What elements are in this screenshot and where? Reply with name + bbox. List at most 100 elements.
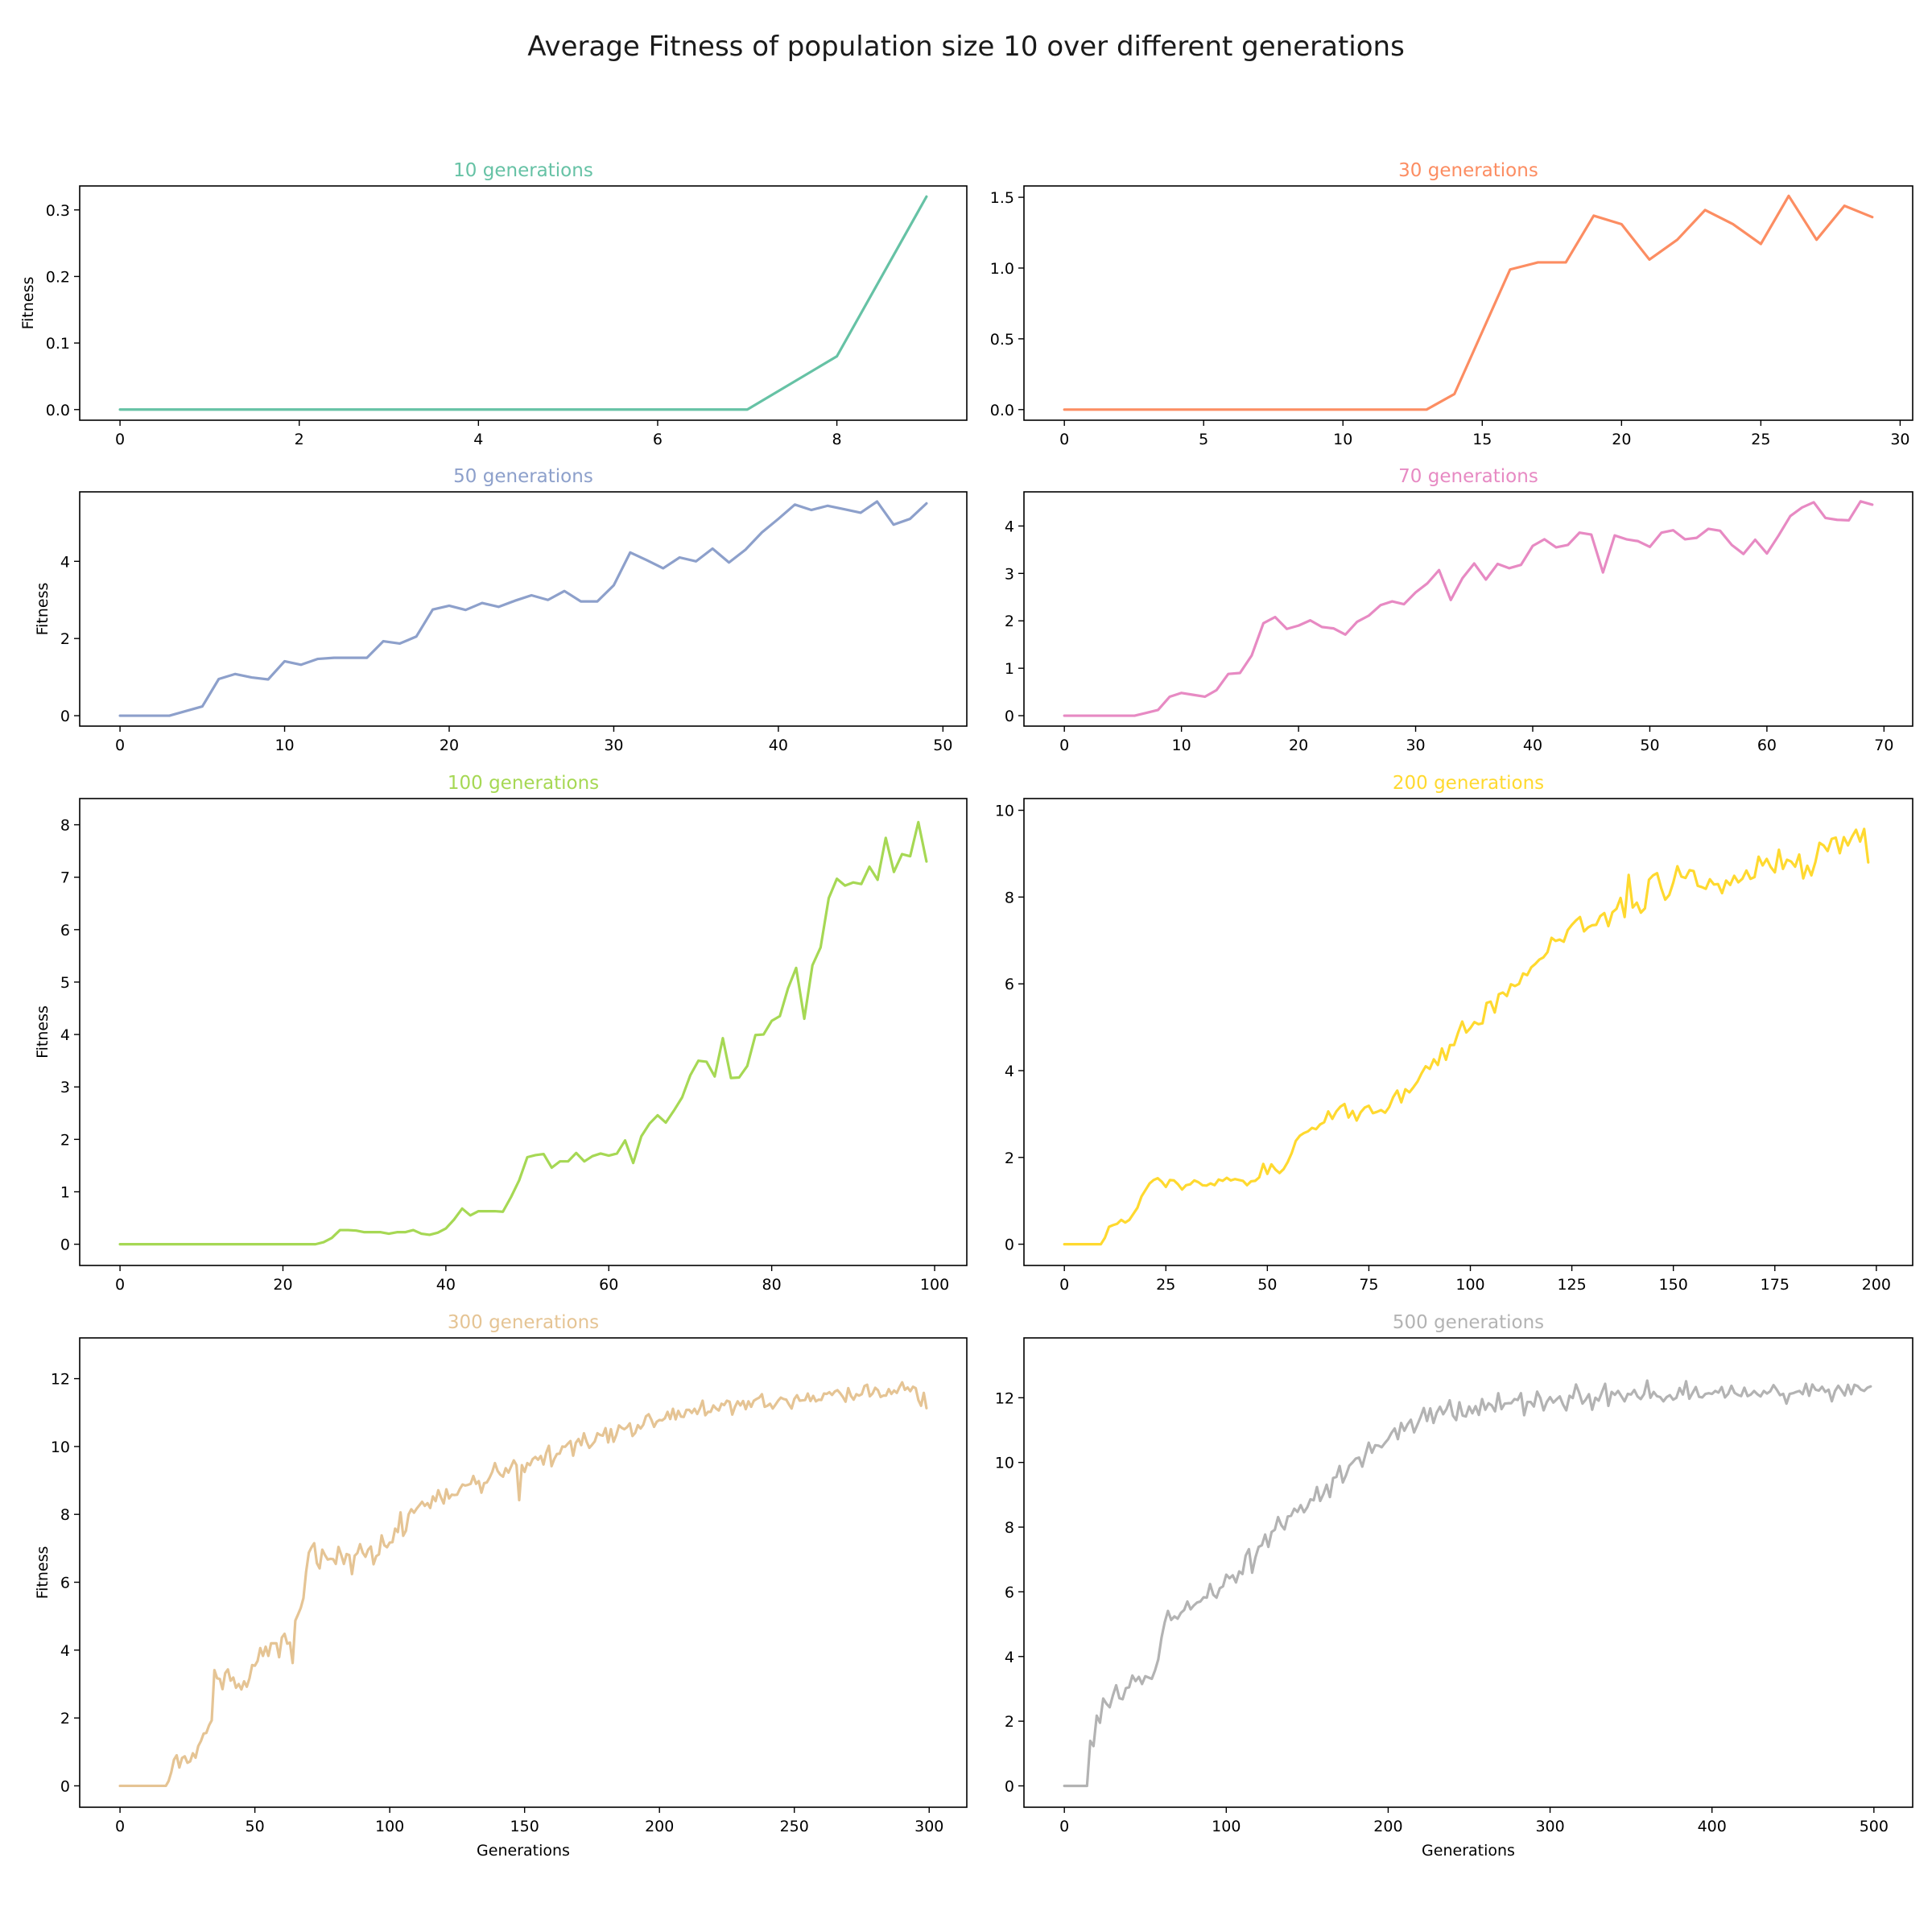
x-tick-label: 20 <box>1612 431 1631 448</box>
subplot-title: 30 generations <box>1398 160 1538 181</box>
y-tick-label: 0 <box>1005 708 1014 725</box>
x-tick-label: 2 <box>295 431 304 448</box>
y-axis-label: Fitness <box>19 277 37 330</box>
y-tick-label: 4 <box>1005 518 1014 535</box>
axes-frame <box>1023 185 1913 421</box>
x-tick-label: 40 <box>769 737 788 754</box>
x-tick-label: 80 <box>762 1276 782 1294</box>
y-tick-label: 10 <box>995 1455 1014 1472</box>
y-tick-label: 1.5 <box>990 189 1014 207</box>
subplot-6: 0 25 50 75 100 125 150 175 200 0 2 4 6 8 10 200 generat… <box>995 773 1913 1294</box>
y-tick-label: 12 <box>995 1389 1014 1407</box>
series-line <box>1063 500 1874 717</box>
y-tick-label: 1 <box>1005 660 1014 678</box>
y-axis-label: Fitness <box>34 1005 52 1059</box>
x-tick-label: 300 <box>1535 1818 1564 1835</box>
subplot-title: 500 generations <box>1393 1312 1544 1333</box>
y-tick-label: 8 <box>60 1506 70 1524</box>
axes-frame <box>1023 491 1913 727</box>
x-tick-label: 50 <box>1640 737 1659 754</box>
y-tick-label: 0.1 <box>46 335 70 353</box>
y-tick-label: 6 <box>60 922 70 939</box>
x-tick-label: 0 <box>115 431 125 448</box>
x-tick-label: 30 <box>604 737 623 754</box>
x-axis-label: Generations <box>477 1842 570 1860</box>
y-tick-label: 1 <box>60 1183 70 1201</box>
y-tick-label: 8 <box>1005 889 1014 906</box>
x-tick-label: 60 <box>1757 737 1777 754</box>
x-tick-label: 6 <box>653 431 663 448</box>
subplot-8: 0 100 200 300 400 500 0 2 4 6 8 10 12 500 generations… <box>995 1312 1913 1860</box>
x-tick-label: 400 <box>1698 1818 1727 1835</box>
x-tick-label: 100 <box>920 1276 949 1294</box>
subplot-title: 50 generations <box>453 466 593 487</box>
subplot-4: 0 10 20 30 40 50 60 70 0 1 2 3 4 70 generations <box>1005 466 1913 754</box>
axes-frame <box>79 1337 968 1808</box>
y-tick-label: 0 <box>60 1236 70 1254</box>
y-axis-label: Fitness <box>34 1546 52 1600</box>
subplot-1: 0 2 4 6 8 0.0 0.1 0.2 0.3 10 generations Fitness <box>19 160 968 448</box>
y-tick-label: 8 <box>60 817 70 835</box>
x-tick-label: 40 <box>1523 737 1542 754</box>
x-tick-label: 100 <box>1455 1276 1484 1294</box>
x-tick-label: 0 <box>115 1276 125 1294</box>
y-tick-label: 3 <box>60 1079 70 1096</box>
x-tick-label: 50 <box>933 737 952 754</box>
y-tick-label: 2 <box>60 1710 70 1728</box>
x-tick-label: 150 <box>510 1818 539 1835</box>
y-tick-label: 4 <box>1005 1649 1014 1666</box>
x-tick-label: 100 <box>1212 1818 1241 1835</box>
x-tick-label: 0 <box>1059 737 1069 754</box>
x-tick-label: 250 <box>780 1818 809 1835</box>
x-tick-label: 125 <box>1557 1276 1586 1294</box>
subplot-title: 70 generations <box>1398 466 1538 487</box>
series-line <box>1063 828 1870 1246</box>
x-tick-label: 10 <box>1333 431 1352 448</box>
x-tick-label: 150 <box>1659 1276 1688 1294</box>
y-tick-label: 10 <box>995 803 1014 820</box>
figure-title: Average Fitness of population size 10 ov… <box>527 31 1405 63</box>
x-tick-label: 4 <box>473 431 483 448</box>
y-tick-label: 2 <box>1005 1150 1014 1167</box>
x-axis-label: Generations <box>1422 1842 1515 1860</box>
x-tick-label: 30 <box>1406 737 1425 754</box>
x-tick-label: 20 <box>1289 737 1308 754</box>
x-tick-label: 40 <box>436 1276 456 1294</box>
subplot-title: 200 generations <box>1393 773 1544 794</box>
x-tick-label: 25 <box>1156 1276 1175 1294</box>
y-tick-label: 6 <box>1005 1583 1014 1601</box>
y-tick-label: 2 <box>1005 1713 1014 1731</box>
x-tick-label: 0 <box>115 737 125 754</box>
series-line <box>118 1381 928 1788</box>
y-tick-label: 4 <box>60 1026 70 1044</box>
x-tick-label: 0 <box>1059 1818 1069 1835</box>
y-tick-label: 12 <box>51 1371 70 1389</box>
y-tick-label: 7 <box>60 869 70 887</box>
x-tick-label: 30 <box>1890 431 1909 448</box>
axes-frame <box>79 491 968 727</box>
series-line <box>1063 194 1874 411</box>
subplot-title: 300 generations <box>448 1312 599 1333</box>
x-tick-label: 200 <box>645 1818 674 1835</box>
subplot-title: 100 generations <box>448 773 599 794</box>
y-tick-label: 8 <box>1005 1519 1014 1537</box>
series-line <box>1063 1379 1872 1788</box>
axes-frame <box>1023 798 1913 1266</box>
y-tick-label: 2 <box>1005 613 1014 630</box>
series-line <box>118 195 928 411</box>
y-tick-label: 4 <box>60 553 70 571</box>
y-tick-label: 3 <box>1005 565 1014 583</box>
x-tick-label: 8 <box>832 431 842 448</box>
axes-frame <box>79 798 968 1266</box>
x-tick-label: 100 <box>375 1818 404 1835</box>
y-tick-label: 0.2 <box>46 268 70 286</box>
x-tick-label: 175 <box>1761 1276 1790 1294</box>
x-tick-label: 5 <box>1199 431 1208 448</box>
y-tick-label: 0 <box>1005 1777 1014 1795</box>
y-tick-label: 0 <box>60 1777 70 1795</box>
x-tick-label: 300 <box>914 1818 943 1835</box>
y-tick-label: 10 <box>51 1439 70 1456</box>
x-tick-label: 20 <box>440 737 459 754</box>
series-line <box>118 820 928 1246</box>
